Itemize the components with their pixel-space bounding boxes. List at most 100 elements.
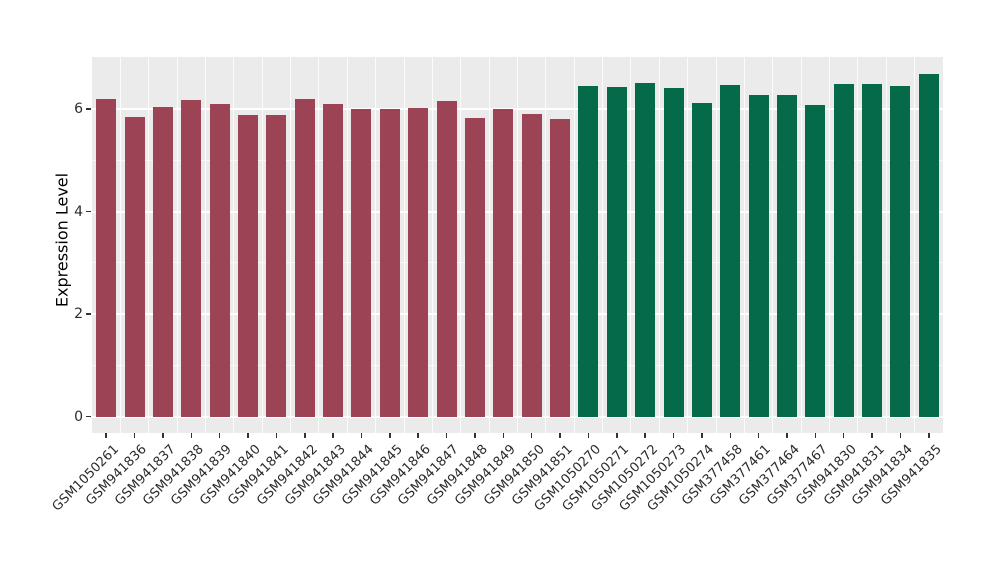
x-tick-mark	[445, 433, 448, 438]
x-gridline	[375, 57, 377, 433]
x-tick-mark	[162, 433, 164, 438]
bar-GSM941838	[181, 100, 202, 417]
x-tick-mark	[304, 433, 306, 438]
x-gridline	[885, 57, 887, 433]
x-gridline	[431, 57, 433, 433]
bar-GSM941841	[266, 115, 287, 417]
x-gridline	[261, 57, 263, 433]
bar-GSM941847	[436, 100, 457, 417]
x-tick-mark	[928, 433, 930, 438]
x-tick-mark	[814, 433, 817, 438]
x-tick-mark	[701, 433, 703, 438]
y-tick-mark	[86, 415, 91, 418]
bar-GSM941851	[550, 118, 571, 417]
x-tick-mark	[842, 433, 845, 438]
bar-GSM377458	[720, 84, 741, 417]
x-tick-mark	[616, 433, 618, 438]
x-gridline	[800, 57, 802, 433]
x-tick-mark	[389, 433, 391, 438]
bar-GSM941843	[323, 104, 344, 417]
y-tick-label: 0	[74, 408, 83, 425]
x-tick-mark	[757, 433, 760, 438]
bar-GSM941840	[238, 115, 259, 417]
x-gridline	[488, 57, 490, 433]
bar-GSM941830	[833, 84, 854, 417]
x-tick-mark	[729, 433, 731, 438]
x-gridline	[658, 57, 660, 433]
bar-GSM1050273	[663, 88, 684, 417]
x-gridline	[290, 57, 292, 433]
x-tick-mark	[218, 433, 221, 438]
bar-GSM1050270	[578, 85, 599, 417]
bar-GSM377464	[776, 94, 797, 417]
x-gridline	[403, 57, 405, 433]
bar-GSM941834	[890, 86, 911, 417]
x-tick-mark	[474, 433, 476, 438]
x-gridline	[687, 57, 689, 433]
x-tick-mark	[644, 433, 646, 438]
x-tick-mark	[133, 433, 136, 438]
x-gridline	[176, 57, 178, 433]
bar-GSM941836	[124, 117, 145, 417]
bar-GSM941850	[521, 114, 542, 417]
bar-GSM941845	[379, 108, 400, 417]
bar-GSM941849	[493, 109, 514, 417]
plot-panel	[92, 57, 943, 433]
x-gridline	[545, 57, 547, 433]
y-tick-mark	[86, 313, 91, 315]
x-gridline	[119, 57, 121, 433]
x-gridline	[743, 57, 745, 433]
x-tick-mark	[871, 433, 873, 438]
x-gridline	[772, 57, 774, 433]
bar-GSM377467	[805, 105, 826, 417]
bar-GSM1050274	[691, 103, 712, 417]
y-axis-title: Expression Level	[52, 172, 72, 308]
bar-GSM941844	[351, 109, 372, 417]
x-gridline	[346, 57, 348, 433]
x-tick-mark	[530, 433, 533, 438]
bar-GSM941842	[294, 98, 315, 417]
bar-GSM1050272	[635, 82, 656, 417]
x-gridline	[318, 57, 320, 433]
bar-GSM1050271	[606, 86, 627, 417]
x-gridline	[204, 57, 206, 433]
y-tick-label: 2	[74, 306, 83, 322]
x-gridline	[573, 57, 575, 433]
y-tick-mark	[86, 210, 91, 213]
x-tick-mark	[190, 433, 193, 438]
x-gridline	[602, 57, 604, 433]
x-tick-mark	[275, 433, 278, 438]
y-tick-label: 6	[74, 101, 83, 117]
x-tick-mark	[105, 433, 107, 438]
y-tick-label: 4	[74, 203, 83, 220]
x-gridline	[857, 57, 859, 433]
x-tick-mark	[332, 433, 334, 438]
x-gridline	[914, 57, 916, 433]
bar-GSM941831	[862, 83, 883, 417]
bar-GSM377461	[748, 94, 769, 417]
x-tick-mark	[502, 433, 505, 438]
x-gridline	[829, 57, 831, 433]
x-tick-mark	[672, 433, 675, 438]
bar-GSM941839	[209, 104, 230, 417]
x-gridline	[517, 57, 518, 433]
x-tick-mark	[786, 433, 788, 438]
bar-GSM941846	[408, 107, 429, 417]
x-gridline	[148, 57, 150, 433]
x-tick-mark	[417, 433, 419, 438]
x-gridline	[460, 57, 462, 433]
x-gridline	[715, 57, 717, 433]
x-tick-mark	[899, 433, 902, 438]
y-tick-mark	[86, 108, 91, 110]
x-tick-mark	[587, 433, 590, 438]
x-tick-mark	[360, 433, 363, 438]
x-tick-mark	[559, 433, 561, 438]
bar-GSM941835	[918, 74, 939, 417]
x-gridline	[630, 57, 632, 433]
x-tick-mark	[247, 433, 249, 438]
bar-GSM941837	[152, 106, 173, 417]
bar-GSM941848	[464, 118, 485, 417]
x-gridline	[233, 57, 235, 433]
bar-GSM1050261	[96, 99, 117, 417]
